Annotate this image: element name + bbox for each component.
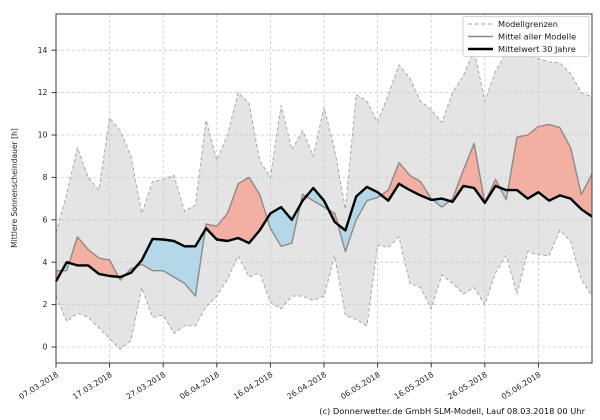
y-tick-label: 14 — [38, 46, 48, 55]
model-lower-bound-line — [55, 229, 593, 350]
anomaly-fills — [56, 124, 592, 297]
legend-box — [462, 16, 590, 57]
y-tick-label: 6 — [43, 215, 48, 224]
x-tick-label: 27.03.2018 — [125, 370, 168, 401]
y-tick-label: 10 — [38, 131, 48, 140]
y-tick-label: 12 — [38, 88, 48, 97]
y-tick-label: 4 — [43, 258, 48, 267]
x-tick-label: 07.03.2018 — [17, 370, 60, 401]
x-tick-label: 06.05.2018 — [339, 370, 382, 401]
x-tick-label: 16.04.2018 — [232, 370, 275, 401]
mean-lines — [54, 123, 593, 297]
legend: Modellgrenzen Mittel aller Modelle Mitte… — [462, 16, 590, 57]
y-tick-label: 0 — [43, 343, 48, 352]
legend-label-modellmittel: Mittel aller Modelle — [498, 31, 576, 41]
x-tick-label: 26.05.2018 — [446, 370, 489, 401]
x-tick-label: 17.03.2018 — [71, 370, 114, 401]
legend-label-mittelwert30: Mittelwert 30 Jahre — [498, 44, 576, 54]
x-tick-label: 05.06.2018 — [500, 370, 543, 401]
legend-label-modellgrenzen: Modellgrenzen — [498, 19, 558, 29]
model-upper-bound-line — [55, 46, 593, 233]
y-tick-label: 8 — [43, 173, 48, 182]
model-mean-line — [56, 123, 593, 297]
x-tick-label: 26.04.2018 — [285, 370, 328, 401]
below-normal-fill — [62, 186, 508, 297]
above-normal-fill — [56, 124, 592, 282]
y-tick-label: 2 — [43, 300, 48, 309]
x-tick-label: 16.05.2018 — [393, 370, 436, 401]
y-axis-label: Mittlere Sonnenscheindauer [h] — [10, 128, 19, 248]
x-tick-label: 06.04.2018 — [178, 370, 221, 401]
model-bound-lines — [55, 46, 593, 350]
climate-mean-line — [54, 182, 593, 282]
copyright-text: (c) Donnerwetter.de GmbH SLM-Modell, Lau… — [319, 406, 585, 416]
plot-border — [55, 13, 593, 364]
